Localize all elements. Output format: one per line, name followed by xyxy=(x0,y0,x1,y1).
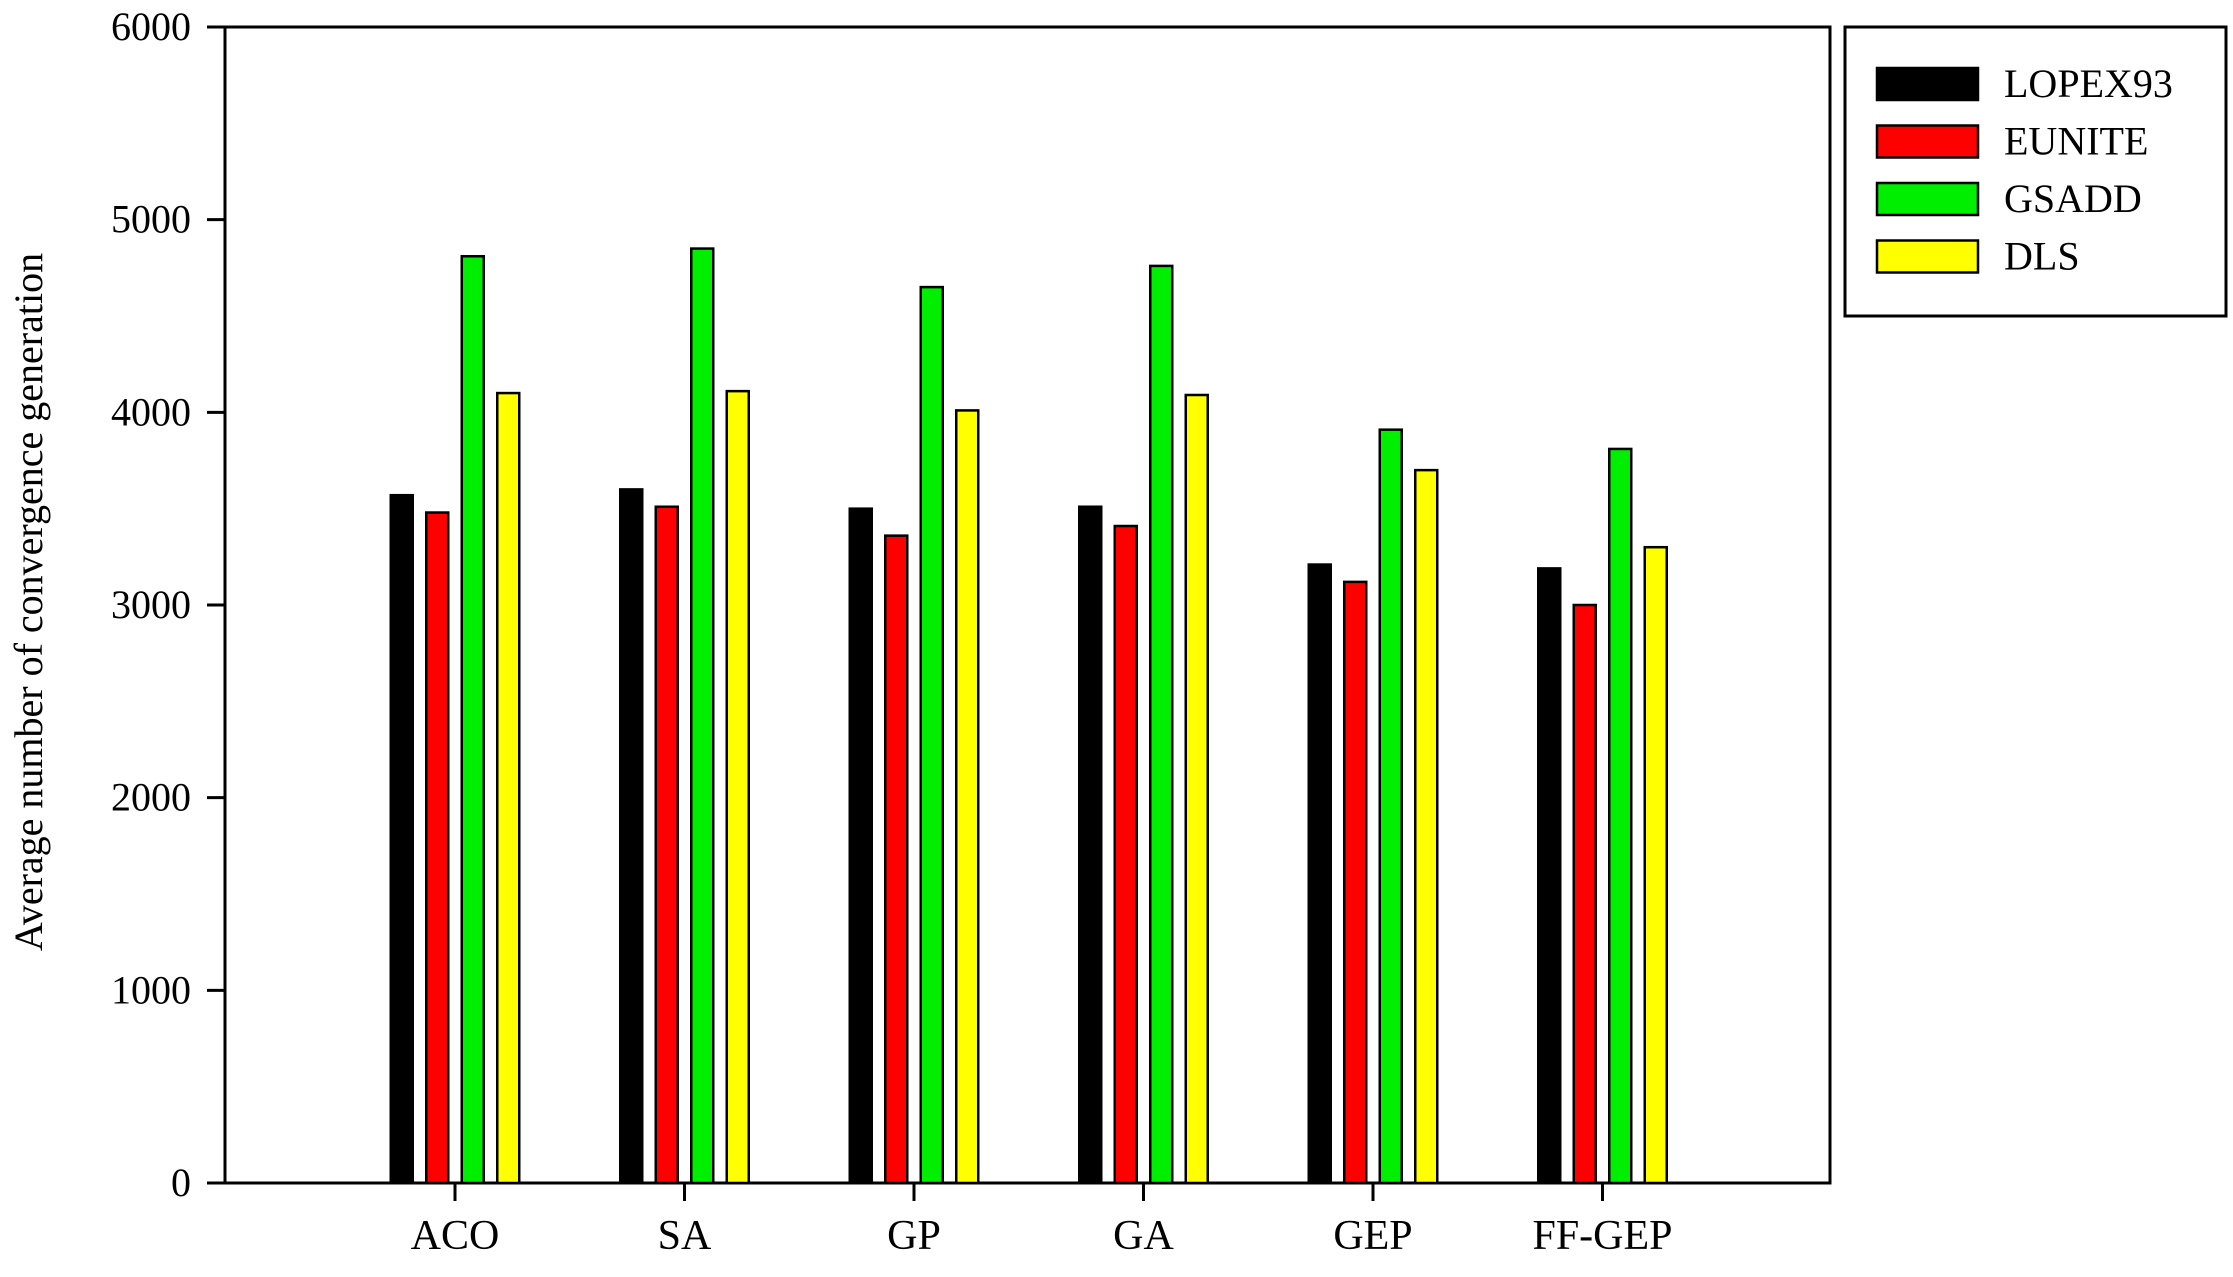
bar-gsadd-aco xyxy=(460,255,485,1185)
bar-dls-ga xyxy=(1184,393,1209,1185)
bar-lopex93-gep xyxy=(1307,563,1332,1185)
x-tick-label: SA xyxy=(658,1213,712,1259)
x-tick-label: GP xyxy=(887,1213,941,1259)
bar-eunite-aco xyxy=(425,511,450,1185)
bar-eunite-ga xyxy=(1113,524,1138,1185)
bar-lopex93-ff-gep xyxy=(1537,567,1562,1185)
legend-swatch xyxy=(1875,124,1980,159)
bars xyxy=(389,247,1668,1185)
bar-lopex93-gp xyxy=(848,507,873,1185)
legend-swatch xyxy=(1875,66,1980,102)
legend-label: EUNITE xyxy=(2004,119,2148,164)
bar-gsadd-ga xyxy=(1149,264,1174,1185)
x-tick-label: GEP xyxy=(1333,1213,1412,1259)
legend-label: LOPEX93 xyxy=(2004,61,2173,106)
bar-gsadd-sa xyxy=(690,247,715,1185)
bar-dls-gep xyxy=(1414,468,1439,1185)
y-axis: 0 1000 2000 3000 4000 5000 6000 xyxy=(111,4,225,1205)
legend: LOPEX93 EUNITE GSADD DLS xyxy=(1843,25,2228,318)
bar-dls-aco xyxy=(496,391,521,1185)
legend-swatch xyxy=(1875,181,1980,217)
bar-gsadd-ff-gep xyxy=(1608,447,1633,1185)
bar-eunite-gep xyxy=(1343,580,1368,1185)
bar-eunite-sa xyxy=(654,505,679,1185)
bar-eunite-ff-gep xyxy=(1572,603,1597,1185)
bar-lopex93-aco xyxy=(389,493,414,1185)
x-tick-label: GA xyxy=(1113,1213,1174,1259)
bar-dls-ff-gep xyxy=(1643,545,1668,1185)
bar-lopex93-ga xyxy=(1078,505,1103,1185)
legend-swatch xyxy=(1875,239,1980,274)
legend-label: DLS xyxy=(2004,234,2080,279)
y-tick-label: 1000 xyxy=(111,967,191,1012)
y-axis-label: Average number of convergence generation xyxy=(6,253,51,951)
y-tick-label: 0 xyxy=(171,1160,191,1205)
x-tick-label: FF-GEP xyxy=(1532,1213,1672,1259)
x-axis: ACO SA GP GA GEP FF-GEP xyxy=(411,1183,1673,1259)
y-tick-label: 2000 xyxy=(111,775,191,820)
y-tick-label: 6000 xyxy=(111,4,191,49)
legend-label: GSADD xyxy=(2004,176,2142,221)
y-tick-label: 3000 xyxy=(111,582,191,627)
bar-eunite-gp xyxy=(884,534,909,1185)
bar-gsadd-gep xyxy=(1378,428,1403,1185)
x-tick-label: ACO xyxy=(411,1213,500,1259)
bar-gsadd-gp xyxy=(919,285,944,1185)
y-tick-label: 4000 xyxy=(111,389,191,434)
bar-dls-sa xyxy=(725,389,750,1185)
y-tick-label: 5000 xyxy=(111,197,191,242)
bar-lopex93-sa xyxy=(619,488,644,1185)
bar-dls-gp xyxy=(955,409,980,1185)
